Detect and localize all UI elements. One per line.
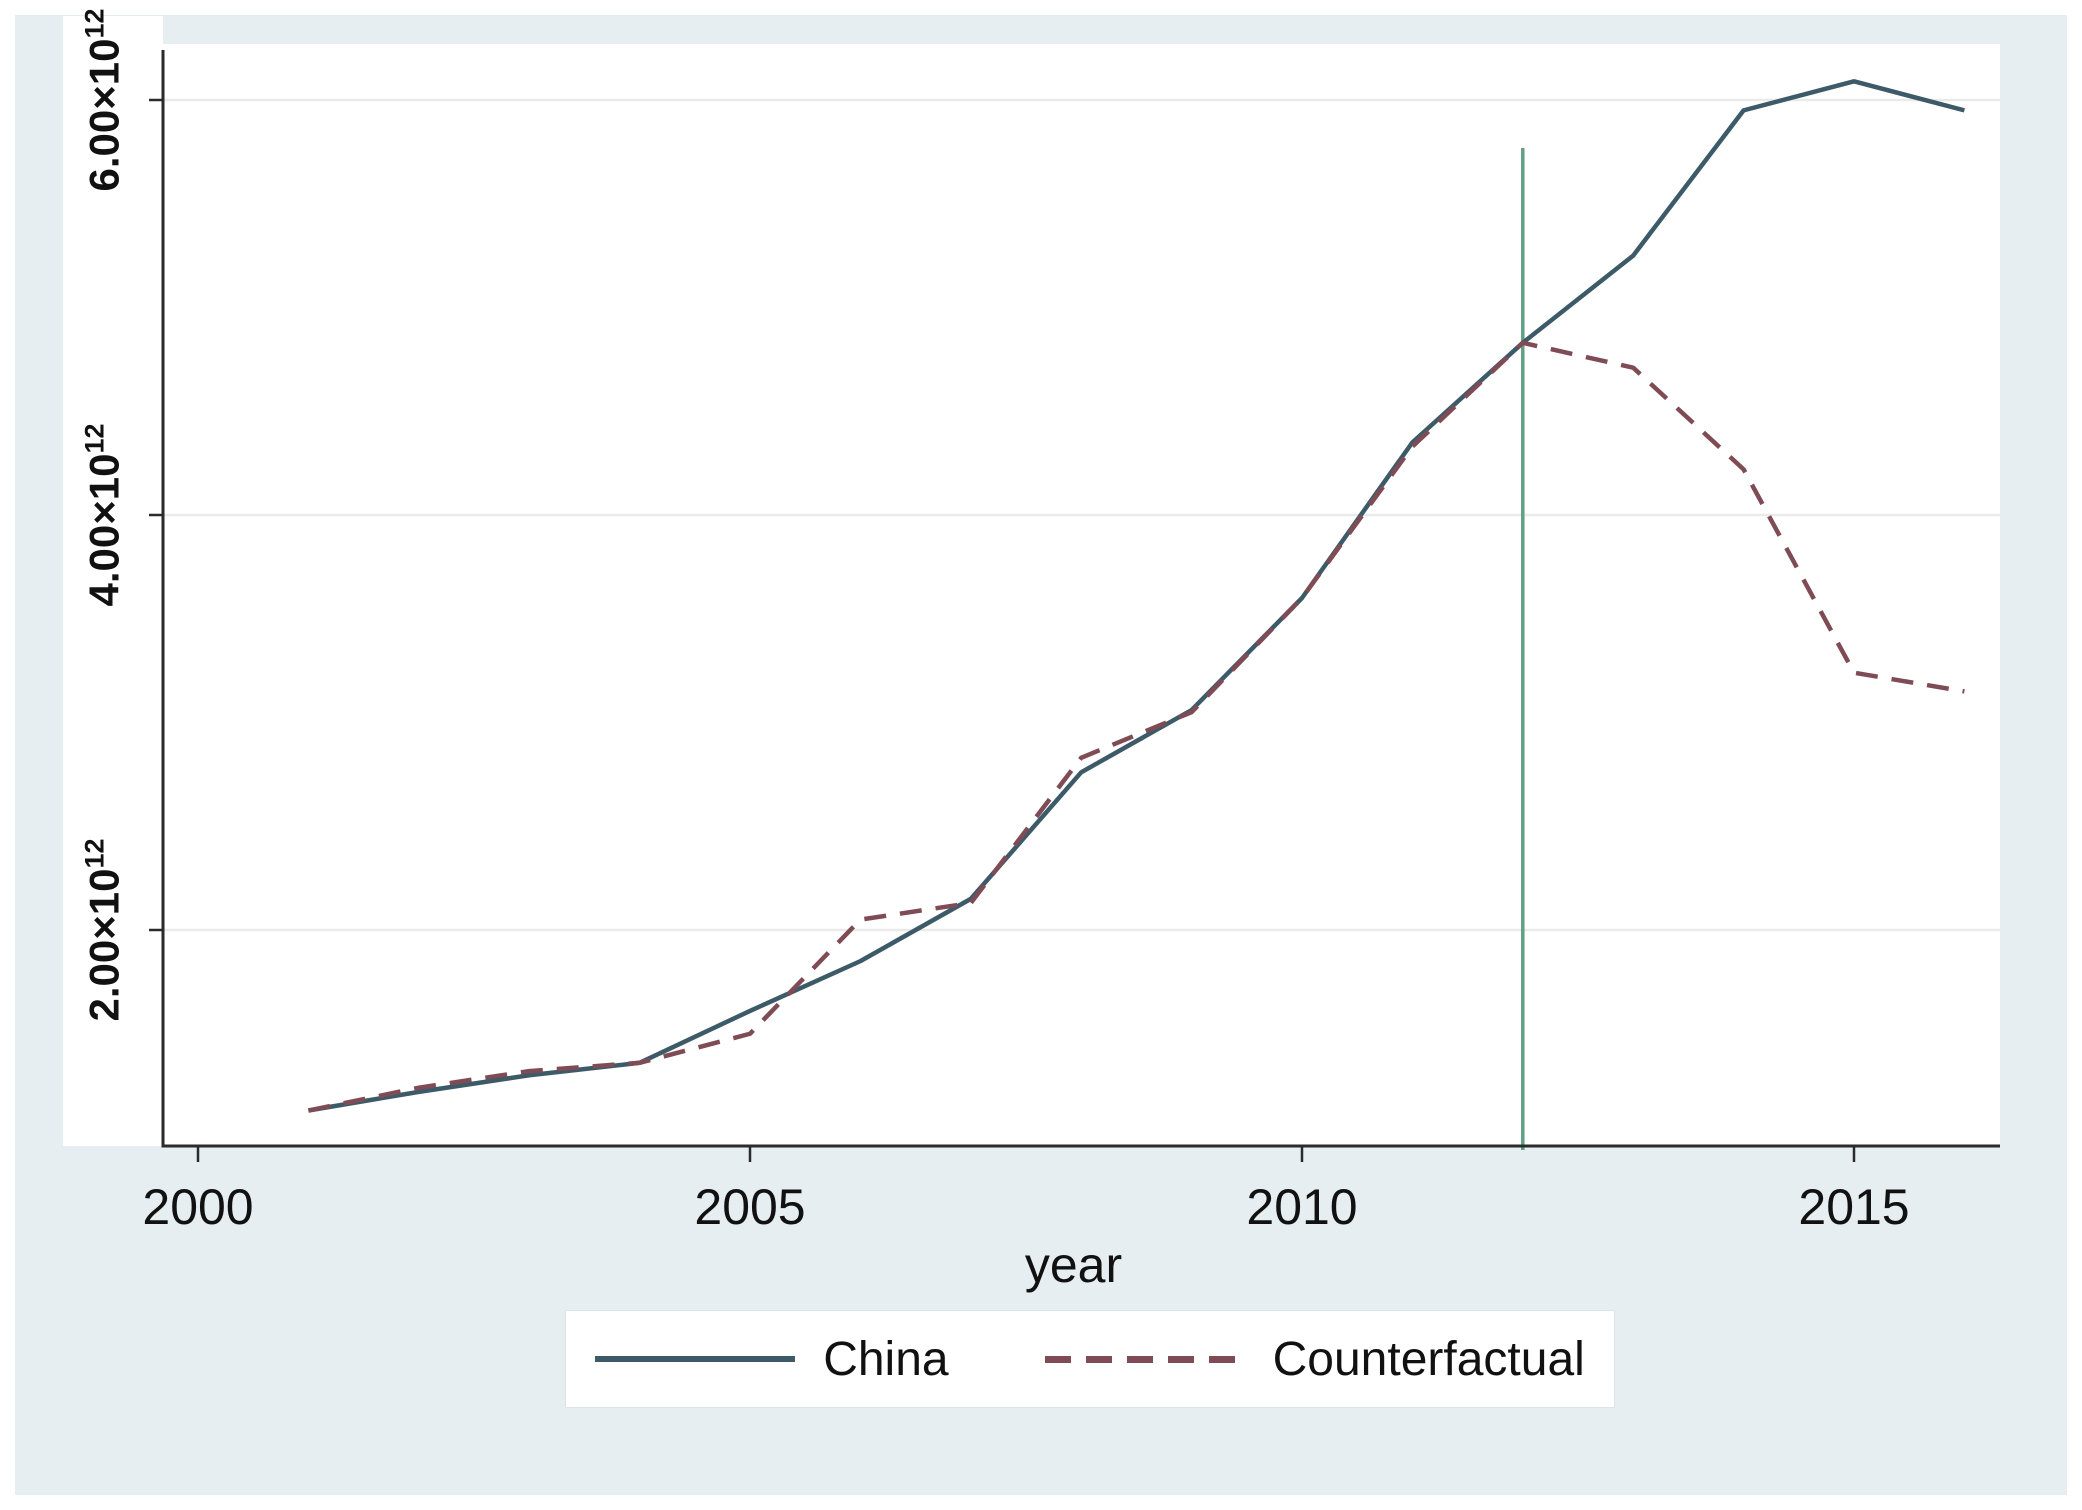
legend-box: China Counterfactual — [565, 1310, 1615, 1408]
legend-label-china: China — [823, 1332, 949, 1386]
y-tick-label-4e12: 4.00×1012 — [79, 423, 128, 607]
china-line-swatch — [595, 1356, 796, 1362]
china-line — [308, 79, 1965, 1113]
y-tick-label-6e12: 6.00×1012 — [79, 8, 128, 192]
counterfactual-line-swatch — [1044, 1355, 1245, 1363]
x-tick-label-2010: 2010 — [1246, 1179, 1358, 1235]
legend-label-counterfactual: Counterfactual — [1272, 1332, 1585, 1386]
counterfactual-line — [307, 340, 1965, 1113]
x-tick-label-2000: 2000 — [142, 1179, 254, 1235]
x-axis-title: year — [1024, 1237, 1123, 1293]
x-tick-label-2015: 2015 — [1798, 1179, 1910, 1235]
y-tick-label-2e12: 2.00×1012 — [79, 838, 128, 1022]
x-tick-label-2005: 2005 — [694, 1179, 806, 1235]
plot-area-background — [163, 44, 2000, 1146]
y-axis-label-column-background — [63, 16, 163, 1146]
